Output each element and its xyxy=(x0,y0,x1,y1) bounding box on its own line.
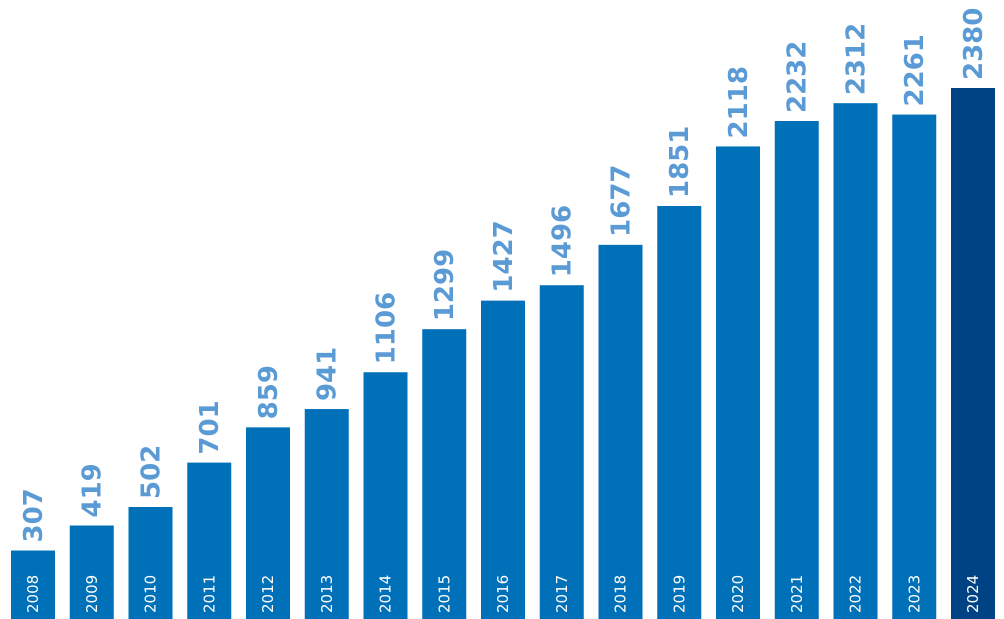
bar-2024 xyxy=(951,88,995,619)
bar-2022 xyxy=(833,103,878,619)
bar-2016 xyxy=(481,300,525,619)
tick-label-2020: 2020 xyxy=(729,575,747,613)
tick-label-2022: 2022 xyxy=(847,575,865,613)
bar-2014 xyxy=(363,372,408,619)
value-label-2017: 1496 xyxy=(548,205,578,277)
tick-label-2017: 2017 xyxy=(553,575,571,613)
tick-label-2019: 2019 xyxy=(670,575,688,613)
tick-label-2016: 2016 xyxy=(494,575,512,613)
value-label-2008: 307 xyxy=(19,488,49,542)
value-label-2009: 419 xyxy=(78,463,108,517)
bar-2012 xyxy=(246,427,290,619)
tick-label-2013: 2013 xyxy=(318,575,336,613)
bar-2008 xyxy=(11,550,55,619)
bar-2009 xyxy=(69,525,114,619)
tick-label-2018: 2018 xyxy=(612,575,630,613)
value-label-2010: 502 xyxy=(137,445,167,499)
bar-2019 xyxy=(657,206,702,619)
value-label-2024: 2380 xyxy=(959,8,989,80)
tick-label-2014: 2014 xyxy=(377,575,395,613)
bars-group xyxy=(11,88,995,619)
value-label-2022: 2312 xyxy=(842,23,872,95)
value-label-2012: 859 xyxy=(254,365,284,419)
value-label-2018: 1677 xyxy=(607,164,637,236)
tick-label-2024: 2024 xyxy=(964,575,982,613)
value-label-2023: 2261 xyxy=(900,34,930,106)
bar-2011 xyxy=(187,462,232,619)
value-label-2014: 1106 xyxy=(372,292,402,364)
tick-label-2008: 2008 xyxy=(24,575,42,613)
tick-label-2021: 2021 xyxy=(788,575,806,613)
tick-label-2009: 2009 xyxy=(83,575,101,613)
value-label-2016: 1427 xyxy=(489,220,519,292)
tick-label-2010: 2010 xyxy=(142,575,160,613)
bar-2020 xyxy=(716,146,760,619)
tick-label-2011: 2011 xyxy=(200,575,218,613)
bar-2021 xyxy=(774,121,819,619)
value-label-2020: 2118 xyxy=(724,66,754,138)
bar-2013 xyxy=(304,409,349,619)
tick-label-2023: 2023 xyxy=(905,575,923,613)
bar-2023 xyxy=(892,114,937,619)
value-label-2013: 941 xyxy=(313,347,343,401)
value-label-2021: 2232 xyxy=(783,41,813,113)
value-labels-group: 307 419 502 701 859 941 1106 1299 1427 1496 1677 18… xyxy=(19,8,989,543)
bar-2018 xyxy=(598,244,643,619)
bar-2010 xyxy=(128,507,173,619)
tick-labels-group: 2008 2009 2010 2011 2012 2013 2014 2015 2016 2017… xyxy=(24,575,982,613)
value-label-2015: 1299 xyxy=(430,249,460,321)
bar-2015 xyxy=(422,329,467,619)
tick-label-2015: 2015 xyxy=(435,575,453,613)
value-label-2019: 1851 xyxy=(665,126,695,198)
bar-2017 xyxy=(539,285,584,619)
tick-label-2012: 2012 xyxy=(259,575,277,613)
value-label-2011: 701 xyxy=(195,400,225,454)
